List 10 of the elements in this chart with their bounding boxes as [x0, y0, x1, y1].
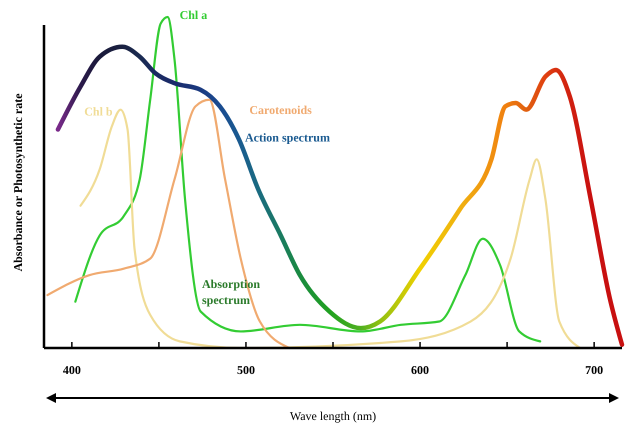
series-label: Chl a: [180, 8, 208, 22]
y-axis-title: Absorbance or Photosynthetic rate: [11, 92, 25, 272]
x-tick-label: 600: [411, 363, 430, 377]
x-tick-label: 700: [585, 363, 604, 377]
series-label: Chl b: [84, 104, 113, 119]
x-axis-title: Wave length (nm): [290, 409, 376, 423]
x-tick-label: 500: [236, 363, 255, 377]
x-tick-label: 400: [62, 363, 81, 377]
text: Carotenoids: [249, 102, 312, 117]
series-label: Action spectrum: [244, 130, 330, 144]
